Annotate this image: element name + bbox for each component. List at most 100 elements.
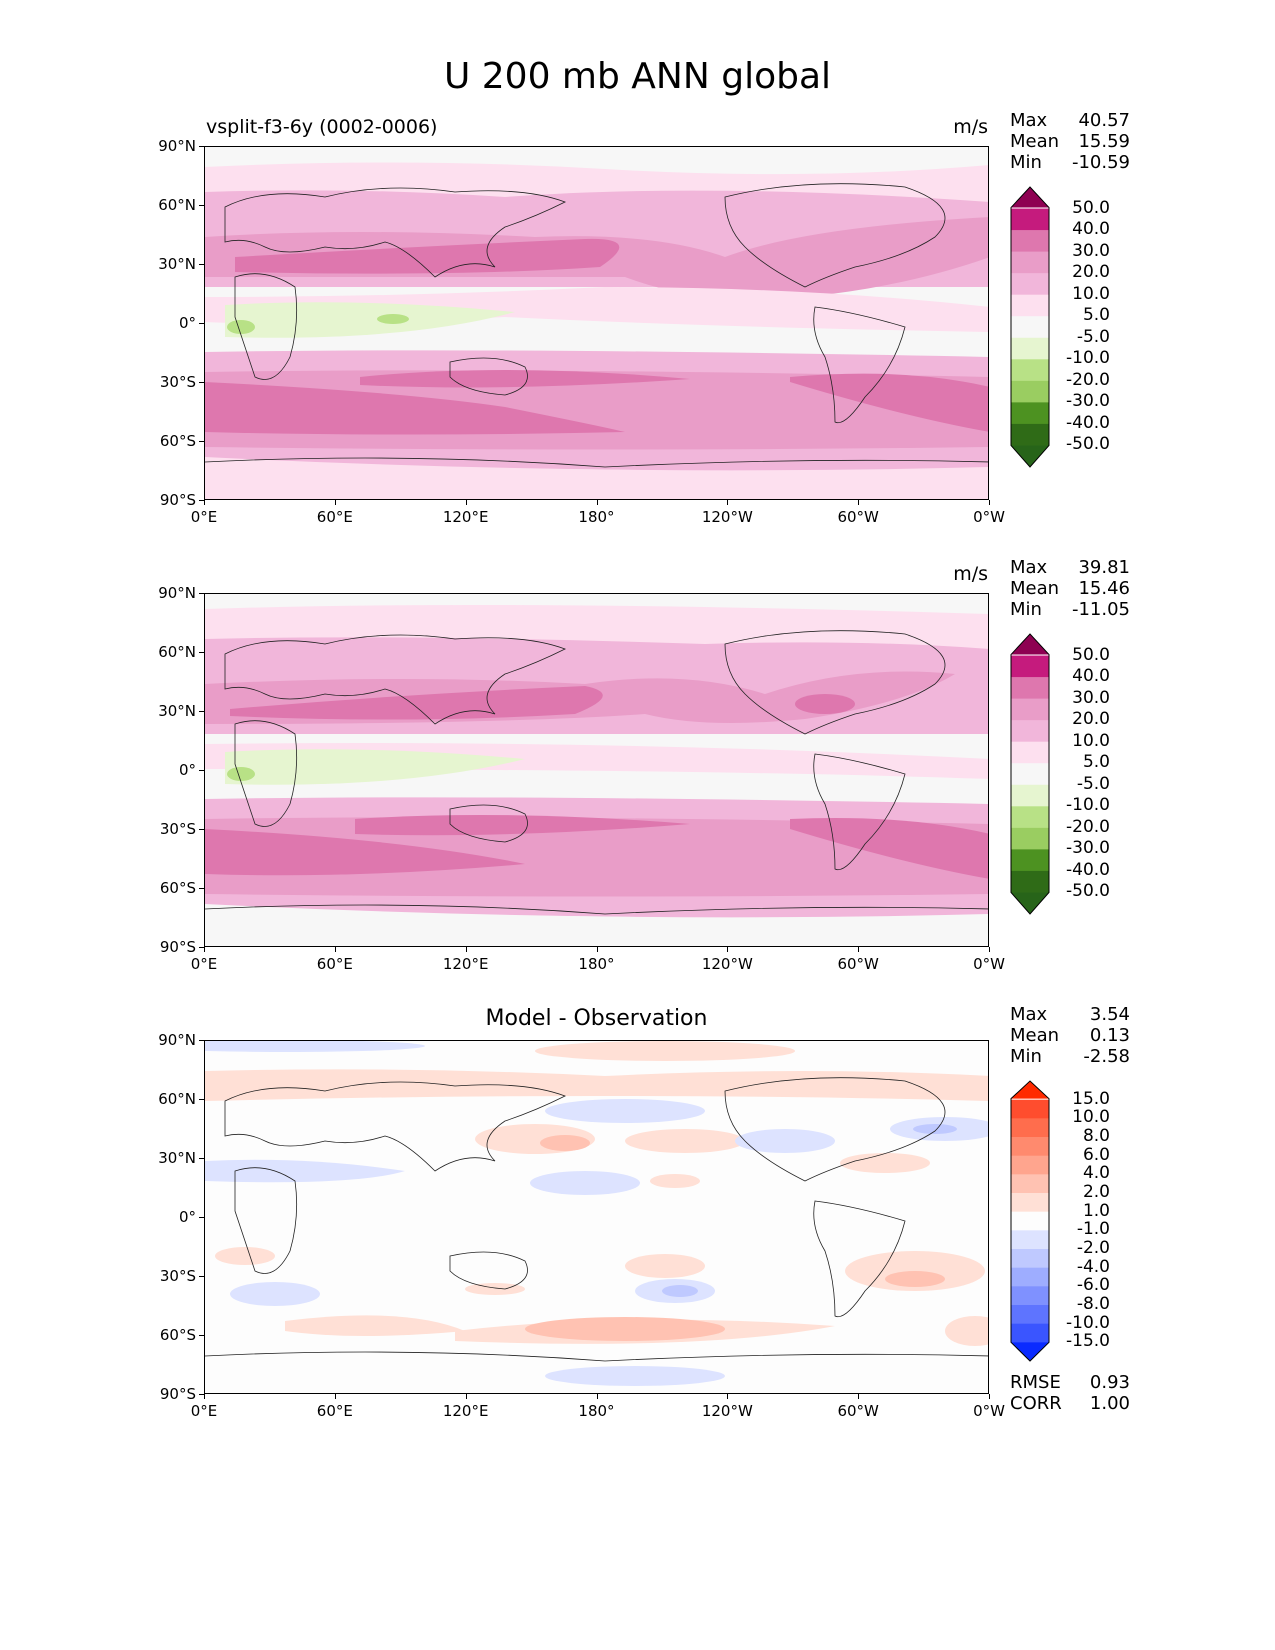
colorbar-tick-label: 40.0 xyxy=(1072,666,1110,687)
colorbar-swatch xyxy=(1011,741,1049,764)
colorbar-swatch xyxy=(1011,1193,1049,1213)
lat-tick-label: 30°N xyxy=(158,255,196,273)
lon-tick-mark xyxy=(858,1394,860,1399)
map-diff xyxy=(204,1040,989,1394)
stat-mean-label: Mean xyxy=(1010,578,1060,599)
lat-tick-mark xyxy=(199,770,204,771)
stat-mean-label: Mean xyxy=(1010,1025,1060,1046)
colorbar-swatch xyxy=(1011,720,1049,743)
lat-tick-mark xyxy=(199,1276,204,1277)
lat-tick-mark xyxy=(199,1335,204,1336)
colorbar-tick-label: 10.0 xyxy=(1072,730,1110,751)
lon-tick-label: 120°W xyxy=(701,508,753,526)
lat-tick-mark xyxy=(199,947,204,948)
map-ref xyxy=(204,593,989,947)
colorbar-swatch xyxy=(1011,359,1049,382)
colorbar-swatch xyxy=(1011,849,1049,872)
lat-tick-mark xyxy=(199,1099,204,1100)
lat-tick-mark xyxy=(199,711,204,712)
colorbar-tick-label: -5.0 xyxy=(1076,773,1110,794)
colorbar-tick-label: -40.0 xyxy=(1066,859,1110,880)
map-ref-svg xyxy=(205,594,988,946)
stat-min-label: Min xyxy=(1010,599,1042,620)
colorbar-swatch xyxy=(1011,677,1049,700)
lon-tick-label: 60°E xyxy=(316,955,353,973)
lat-tick-mark xyxy=(199,441,204,442)
colorbar-tick-label: -50.0 xyxy=(1066,434,1110,455)
stat-max-value: 40.57 xyxy=(1078,110,1130,131)
lon-tick-mark xyxy=(727,947,729,952)
lat-tick-label: 60°S xyxy=(159,432,196,450)
colorbar-swatch xyxy=(1011,1249,1049,1269)
stat-min-label: Min xyxy=(1010,1046,1042,1067)
colorbar-tick-label: -10.0 xyxy=(1066,348,1110,369)
rmse-label: RMSE xyxy=(1010,1372,1061,1393)
lat-tick-mark xyxy=(199,1040,204,1041)
colorbar-tick-label: 50.0 xyxy=(1072,197,1110,218)
lon-tick-label: 120°E xyxy=(442,955,489,973)
lon-tick-label: 60°E xyxy=(316,508,353,526)
rmse-value: 0.93 xyxy=(1089,1372,1130,1393)
lat-tick-mark xyxy=(199,382,204,383)
lon-tick-mark xyxy=(334,1394,336,1399)
stat-mean-label: Mean xyxy=(1010,131,1060,152)
lon-tick-label: 180° xyxy=(578,508,615,526)
lon-tick-label: 120°E xyxy=(442,508,489,526)
lat-tick-mark xyxy=(199,829,204,830)
corr-value: 1.00 xyxy=(1089,1393,1130,1414)
colorbar-swatch xyxy=(1011,892,1049,914)
colorbar-swatch xyxy=(1011,1099,1049,1119)
lon-tick-mark xyxy=(596,947,598,952)
lat-tick-mark xyxy=(199,652,204,653)
lon-tick-mark xyxy=(727,500,729,505)
colorbar-swatch xyxy=(1011,698,1049,721)
lat-tick-mark xyxy=(199,1158,204,1159)
colorbar-swatch xyxy=(1011,1230,1049,1250)
lat-tick-label: 30°N xyxy=(158,1149,196,1167)
colorbar-swatch xyxy=(1011,1267,1049,1287)
colorbar-tick-label: 30.0 xyxy=(1072,687,1110,708)
colorbar-swatch xyxy=(1011,1174,1049,1194)
colorbar-swatch xyxy=(1011,1305,1049,1325)
lat-tick-mark xyxy=(199,500,204,501)
colorbar-swatch xyxy=(1011,784,1049,807)
colorbar-tick-label: 50.0 xyxy=(1072,644,1110,665)
lon-tick-mark xyxy=(989,500,990,505)
colorbar-swatch xyxy=(1011,827,1049,850)
stat-min-label: Min xyxy=(1010,152,1042,173)
stat-max-label: Max xyxy=(1010,1004,1048,1025)
lon-tick-label: 180° xyxy=(578,1402,615,1420)
stat-mean-value: 15.59 xyxy=(1078,131,1130,152)
lat-tick-label: 0° xyxy=(178,761,196,779)
colorbar-outline xyxy=(1010,186,1050,468)
colorbar-swatch xyxy=(1011,402,1049,425)
colorbar-tick-label: 20.0 xyxy=(1072,262,1110,283)
colorbar-tick-label: 20.0 xyxy=(1072,709,1110,730)
colorbar-swatch xyxy=(1011,1286,1049,1306)
colorbar-swatch xyxy=(1011,870,1049,893)
colorbar-swatch xyxy=(1011,1211,1049,1231)
colorbar-tick-label: 5.0 xyxy=(1082,305,1110,326)
colorbar-tick-label: 10.0 xyxy=(1072,1107,1110,1128)
map-test xyxy=(204,146,989,500)
colorbar-tick-label: -8.0 xyxy=(1076,1294,1110,1314)
lat-tick-label: 90°S xyxy=(159,491,196,509)
lat-tick-mark xyxy=(199,205,204,206)
colorbar xyxy=(1010,1080,1050,1362)
stat-max-value: 39.81 xyxy=(1078,557,1130,578)
units-label: m/s xyxy=(953,116,988,138)
colorbar-swatch xyxy=(1011,273,1049,296)
colorbar-swatch xyxy=(1011,445,1049,467)
colorbar-tick-label: -30.0 xyxy=(1066,838,1110,859)
panel-left-label: vsplit-f3-6y (0002-0006) xyxy=(206,116,438,138)
colorbar-swatch xyxy=(1011,337,1049,360)
lon-tick-mark xyxy=(204,500,205,505)
lon-tick-mark xyxy=(334,947,336,952)
lon-tick-label: 0°E xyxy=(190,1402,218,1420)
lat-tick-label: 60°S xyxy=(159,879,196,897)
lon-tick-label: 0°E xyxy=(190,955,218,973)
colorbar-tick-label: -50.0 xyxy=(1066,881,1110,902)
units-label: m/s xyxy=(953,563,988,585)
lat-tick-label: 60°N xyxy=(158,1090,196,1108)
colorbar-swatch xyxy=(1011,655,1049,678)
